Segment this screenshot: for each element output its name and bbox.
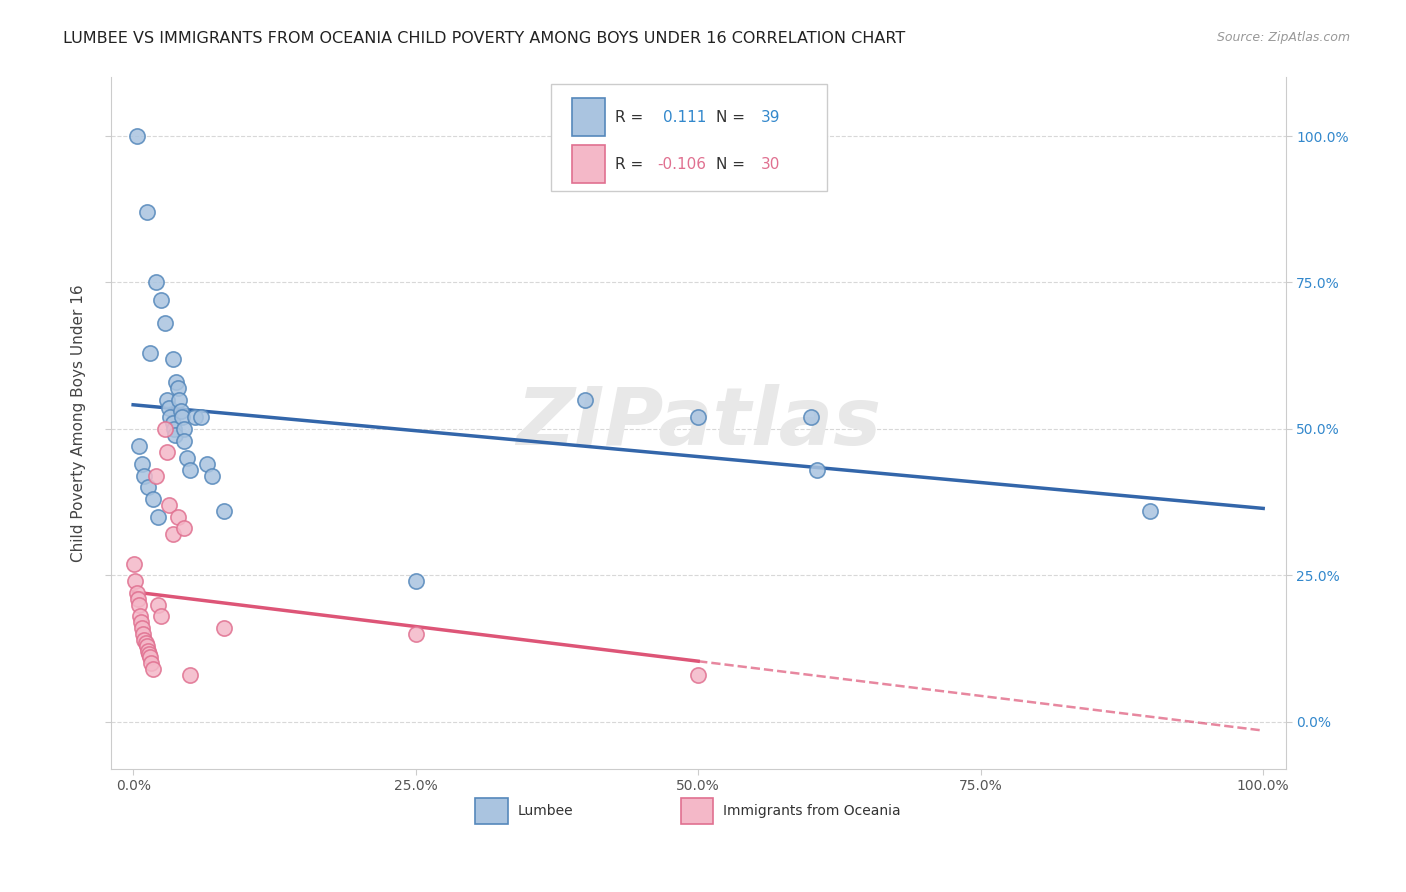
Point <box>405 574 427 588</box>
Point <box>125 586 148 600</box>
Point <box>156 392 179 407</box>
Text: Immigrants from Oceania: Immigrants from Oceania <box>723 804 900 818</box>
Text: LUMBEE VS IMMIGRANTS FROM OCEANIA CHILD POVERTY AMONG BOYS UNDER 16 CORRELATION : LUMBEE VS IMMIGRANTS FROM OCEANIA CHILD … <box>63 31 905 46</box>
Point <box>157 401 180 416</box>
Point <box>1139 504 1161 518</box>
Point <box>173 521 195 535</box>
Point <box>128 598 150 612</box>
Point <box>127 591 149 606</box>
Point <box>212 504 235 518</box>
Point <box>688 410 710 425</box>
Point <box>142 662 165 676</box>
Point <box>129 609 152 624</box>
Text: 30: 30 <box>761 156 780 171</box>
FancyBboxPatch shape <box>475 797 508 824</box>
Point <box>167 381 190 395</box>
Point <box>688 668 710 682</box>
Text: N =: N = <box>716 156 745 171</box>
Text: 39: 39 <box>761 110 780 125</box>
Point <box>125 128 148 143</box>
Point <box>169 404 191 418</box>
Point <box>179 463 201 477</box>
Point <box>163 427 186 442</box>
FancyBboxPatch shape <box>551 85 828 192</box>
Text: R =: R = <box>614 156 643 171</box>
Point <box>145 276 167 290</box>
Point <box>134 468 156 483</box>
Point <box>163 422 186 436</box>
Text: ZIPatlas: ZIPatlas <box>516 384 880 462</box>
Point <box>153 317 176 331</box>
Point <box>162 416 184 430</box>
Point <box>139 650 162 665</box>
Text: N =: N = <box>716 110 745 125</box>
Point <box>167 509 190 524</box>
Text: 0.111: 0.111 <box>662 110 706 125</box>
FancyBboxPatch shape <box>572 98 606 136</box>
Point <box>169 392 191 407</box>
Point <box>131 621 153 635</box>
Text: Source: ZipAtlas.com: Source: ZipAtlas.com <box>1216 31 1350 45</box>
Point <box>141 656 163 670</box>
Point <box>135 635 157 649</box>
Point <box>806 463 828 477</box>
Point <box>190 410 212 425</box>
Point <box>157 498 180 512</box>
Point <box>129 615 152 629</box>
Text: R =: R = <box>614 110 643 125</box>
FancyBboxPatch shape <box>681 797 713 824</box>
Point <box>132 627 155 641</box>
Point <box>800 410 823 425</box>
Point <box>142 492 165 507</box>
Point <box>195 457 218 471</box>
FancyBboxPatch shape <box>572 145 606 183</box>
Point <box>145 468 167 483</box>
Point <box>165 375 187 389</box>
Point <box>170 410 193 425</box>
Point <box>212 621 235 635</box>
Point <box>135 639 157 653</box>
Point <box>159 410 181 425</box>
Point <box>162 351 184 366</box>
Point <box>184 410 207 425</box>
Point <box>136 480 159 494</box>
Point <box>124 557 146 571</box>
Text: Lumbee: Lumbee <box>517 804 572 818</box>
Point <box>136 644 159 658</box>
Point <box>131 457 153 471</box>
Point <box>173 422 195 436</box>
Point <box>201 468 224 483</box>
Point <box>138 648 160 662</box>
Point <box>139 345 162 359</box>
Point <box>176 451 198 466</box>
Point <box>173 434 195 448</box>
Text: -0.106: -0.106 <box>657 156 706 171</box>
Point <box>162 527 184 541</box>
Point <box>574 392 596 407</box>
Point <box>124 574 146 588</box>
Point <box>405 627 427 641</box>
Point <box>150 609 173 624</box>
Point <box>128 439 150 453</box>
Point <box>179 668 201 682</box>
Point <box>153 422 176 436</box>
Point <box>146 598 169 612</box>
Point <box>146 509 169 524</box>
Point <box>134 632 156 647</box>
Point <box>156 445 179 459</box>
Point <box>150 293 173 307</box>
Point <box>135 205 157 219</box>
Y-axis label: Child Poverty Among Boys Under 16: Child Poverty Among Boys Under 16 <box>72 285 86 562</box>
